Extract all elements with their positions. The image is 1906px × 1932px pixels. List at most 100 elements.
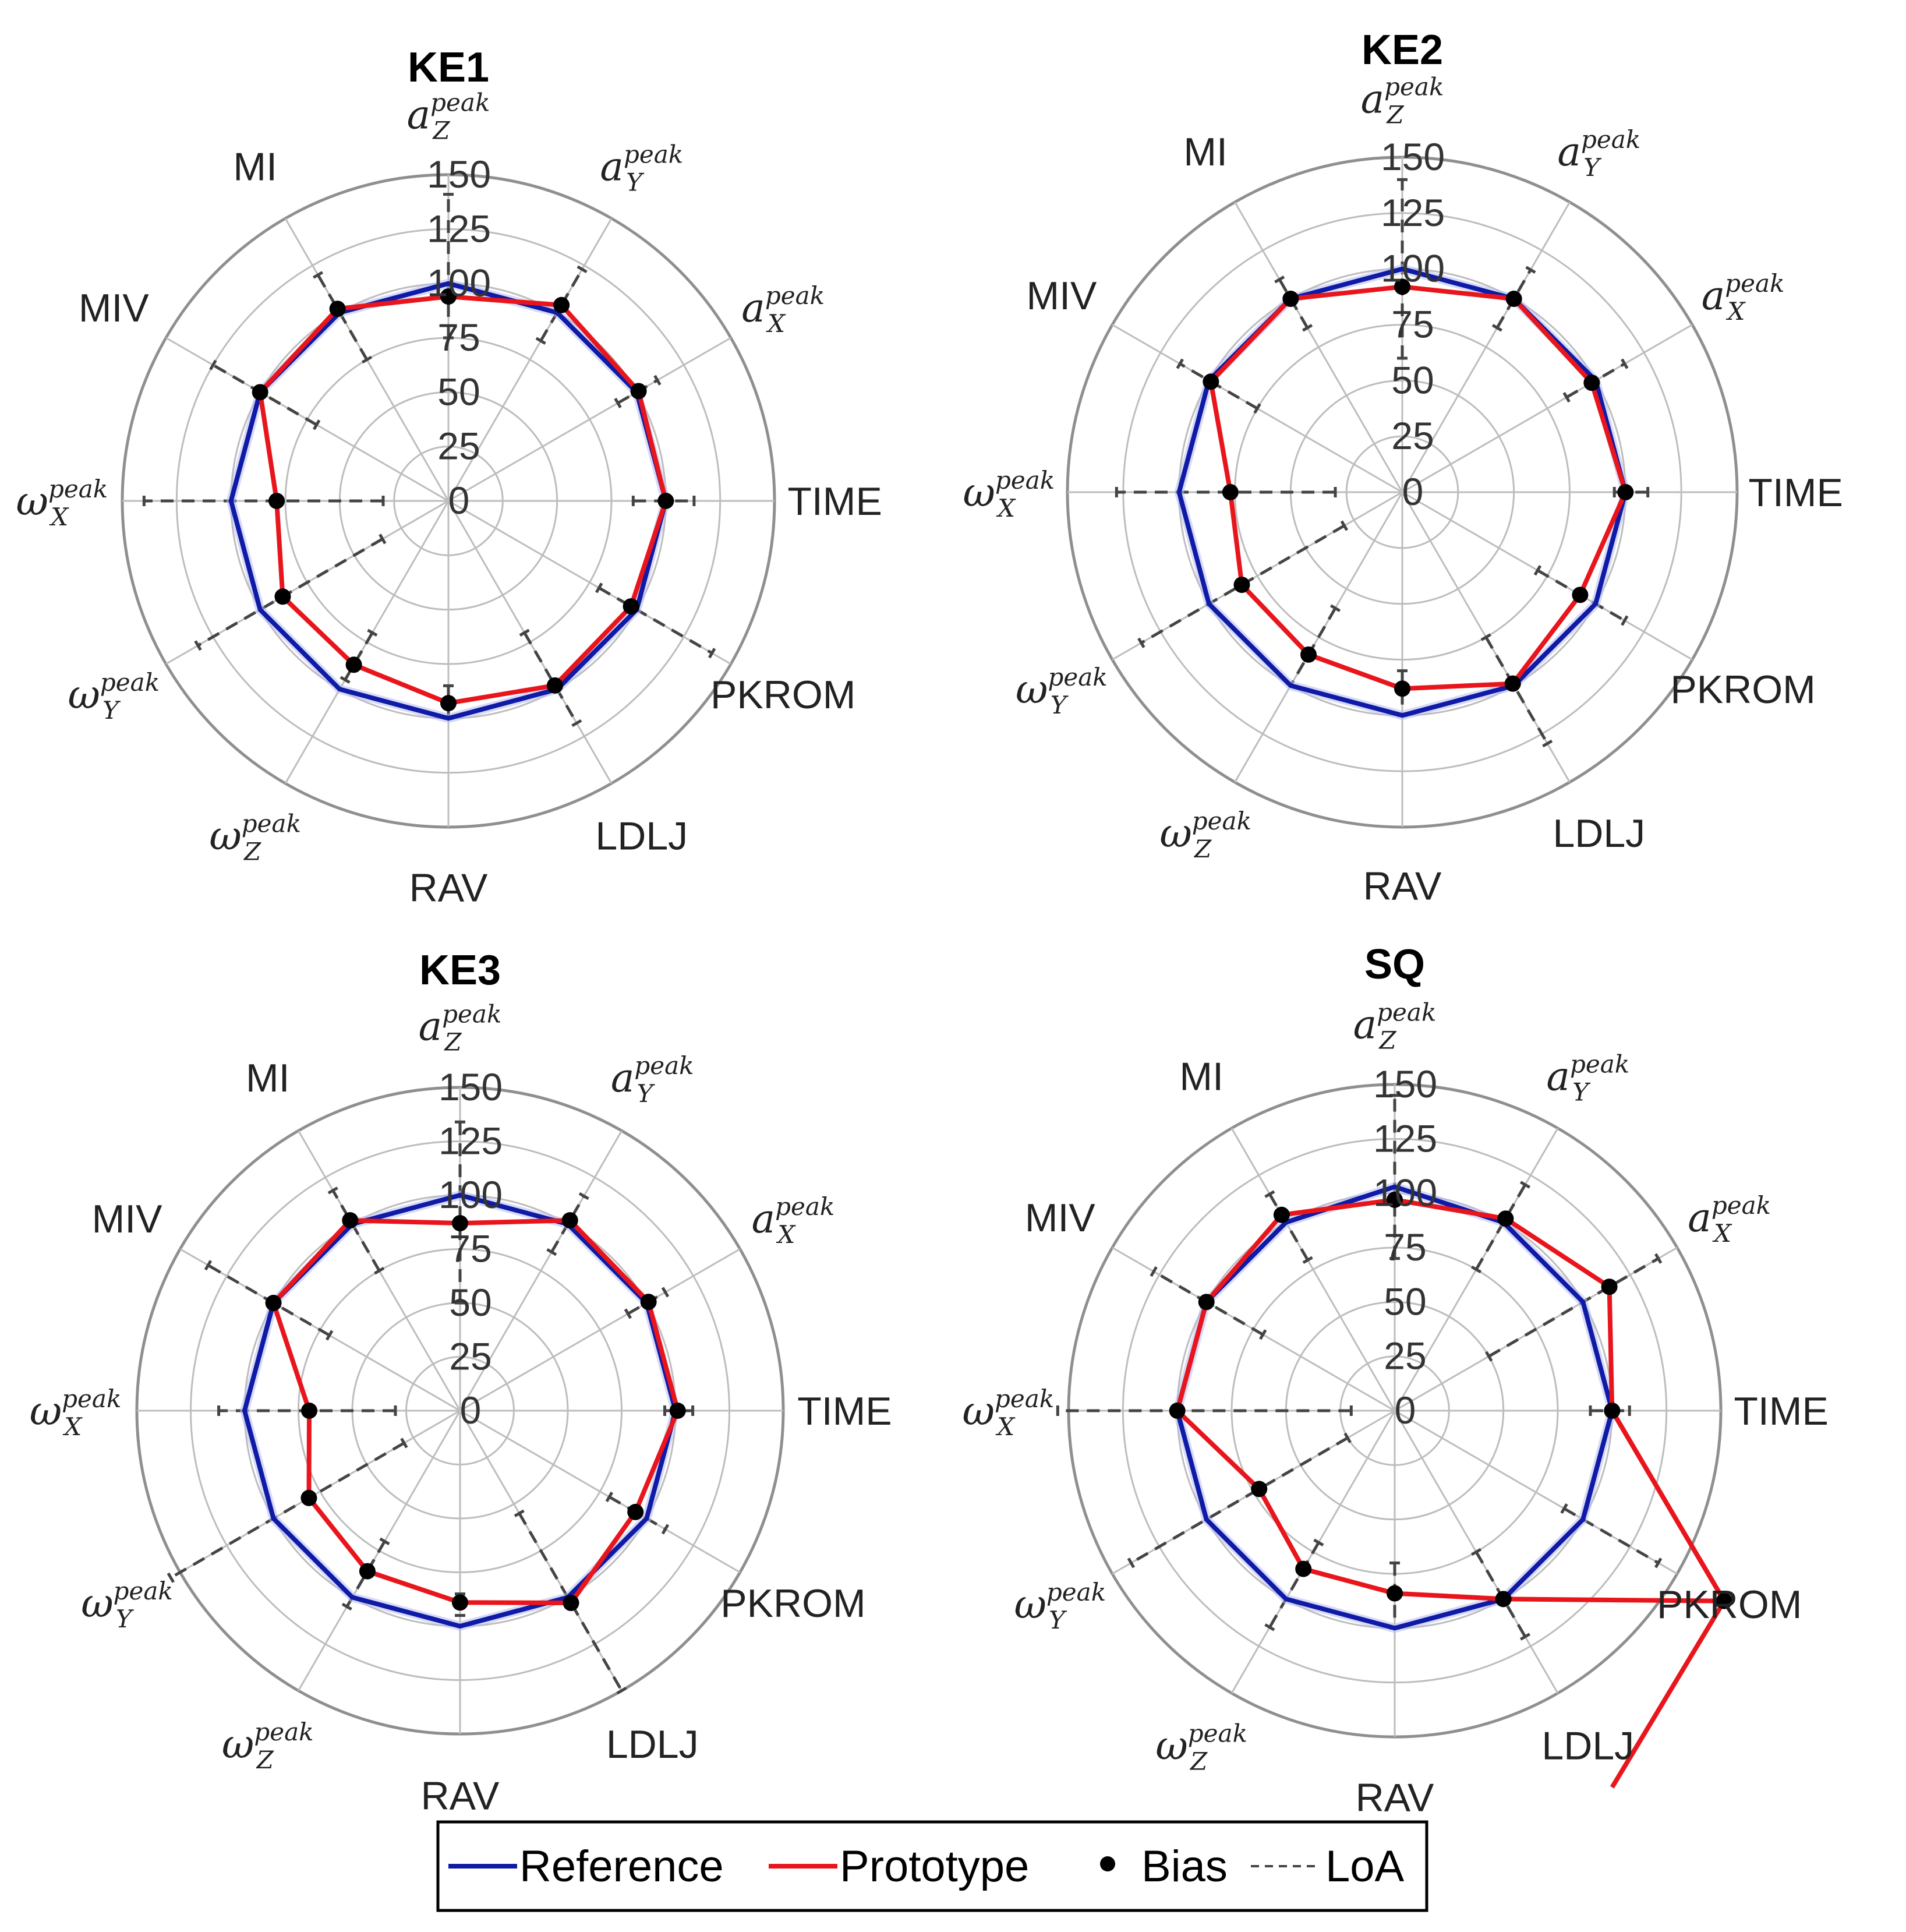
grid-spoke <box>448 500 731 665</box>
radar-panel-ke3: KE3 0 25 50 75 100 125 150 apeak Z apeak Y apeak X TIM… <box>30 947 892 1818</box>
r-tick-label: 75 <box>437 316 480 359</box>
axis-label-a-z-peak: apeak Z <box>1361 72 1444 129</box>
axis-label-omega-z-peak: ωpeak Z <box>222 1718 314 1774</box>
axis-label-omega-x-peak: ωpeak X <box>30 1384 122 1441</box>
legend-prototype-label: Prototype <box>840 1842 1029 1891</box>
loa-line <box>345 1541 386 1608</box>
axis-label-omega-z-peak: ωpeak Z <box>1155 1719 1247 1776</box>
r-tick-label: 50 <box>1384 1280 1426 1323</box>
grid-spoke <box>459 1248 741 1412</box>
r-tick-label: 0 <box>1402 470 1424 513</box>
r-tick-label: 150 <box>1381 135 1445 178</box>
loa-cap <box>1150 1266 1158 1277</box>
radar-panel-ke2: KE2 0 25 50 75 100 125 150 apeak Z apeak Y apeak X TIM… <box>963 27 1843 909</box>
axis-label-omega-x-peak: ωpeak X <box>963 1384 1055 1441</box>
bias-marker <box>452 1215 468 1232</box>
loa-cap <box>379 1537 390 1545</box>
loa-cap <box>1560 1503 1568 1514</box>
grid-spoke <box>1394 1410 1678 1575</box>
bias-marker <box>1169 1403 1186 1419</box>
r-tick-label: 125 <box>439 1119 503 1163</box>
loa-cap <box>1491 324 1502 332</box>
loa-line <box>1563 1507 1659 1564</box>
bias-marker <box>1295 1560 1312 1577</box>
loa-cap <box>1480 633 1491 641</box>
legend: Reference Prototype Bias LoA <box>436 1820 1428 1912</box>
loa-line <box>598 587 713 655</box>
loa-cap <box>312 271 324 279</box>
axis-label-omega-x-peak: ωpeak X <box>16 475 108 531</box>
r-tick-label: 50 <box>437 370 480 413</box>
loa-cap <box>1343 1432 1352 1443</box>
radar-panel-ke1: KE1 0 25 50 75 100 125 150 apeak Z apeak Y apeak X TIM… <box>16 44 882 910</box>
grid-spoke <box>1402 324 1693 493</box>
legend-box <box>436 1820 1428 1912</box>
grid-spoke <box>448 337 731 502</box>
bias-marker <box>1282 291 1299 308</box>
axis-label-a-z-peak: apeak Z <box>407 88 490 144</box>
bias-marker <box>561 1212 578 1229</box>
grid-spoke <box>1401 202 1571 493</box>
loa-line <box>331 1189 381 1271</box>
loa-cap <box>361 355 373 364</box>
axis-label-time: TIME <box>787 479 882 524</box>
loa-cap <box>519 628 530 637</box>
loa-cap <box>614 397 622 409</box>
grid-spoke <box>1230 1128 1396 1411</box>
r-tick-label: 75 <box>1391 303 1434 346</box>
loa-cap <box>341 1602 352 1611</box>
loa-cap <box>1313 1538 1324 1546</box>
axis-label-ldlj: LDLJ <box>1541 1724 1634 1768</box>
loa-cap <box>1253 403 1261 414</box>
loa-cap <box>204 1260 213 1271</box>
r-tick-label: 0 <box>460 1389 482 1432</box>
bias-marker <box>252 384 268 401</box>
bias-marker <box>1300 646 1317 663</box>
bias-marker <box>1387 1585 1403 1602</box>
loa-cap <box>1654 1253 1663 1264</box>
loa-line <box>1268 1193 1309 1261</box>
legend-loa-label: LoA <box>1325 1842 1405 1891</box>
axis-label-rav: RAV <box>1356 1776 1434 1820</box>
loa-cap <box>653 375 662 386</box>
axis-label-a-z-peak: apeak Z <box>1353 998 1437 1054</box>
bias-marker <box>1505 291 1522 308</box>
r-tick-label: 50 <box>449 1281 491 1324</box>
axis-label-mi: MI <box>246 1056 290 1100</box>
loa-line <box>170 1442 405 1579</box>
r-tick-label: 75 <box>449 1227 491 1270</box>
loa-cap <box>624 1308 632 1319</box>
axis-label-mi: MI <box>233 144 277 189</box>
loa-cap <box>1127 1557 1136 1569</box>
loa-cap <box>167 1572 175 1583</box>
axis-label-a-x-peak: apeak X <box>1702 269 1785 326</box>
bias-marker <box>657 493 674 509</box>
loa-cap <box>209 359 217 370</box>
r-tick-label: 50 <box>1391 358 1434 401</box>
loa-cap <box>1470 1548 1482 1556</box>
loa-line <box>197 538 384 647</box>
r-tick-label: 150 <box>439 1065 503 1108</box>
bias-marker <box>563 1595 579 1612</box>
bias-marker <box>640 1294 657 1311</box>
bias-marker <box>342 1212 359 1229</box>
loa-cap <box>1621 615 1629 626</box>
loa-cap <box>340 676 351 684</box>
axis-label-pkrom: PKROM <box>710 673 855 717</box>
bias-marker <box>1601 1278 1618 1295</box>
axis-label-mi: MI <box>1179 1054 1223 1099</box>
r-tick-label: 100 <box>1381 247 1445 290</box>
loa-cap <box>326 1330 334 1341</box>
axis-label-rav: RAV <box>409 866 488 910</box>
r-tick-label: 150 <box>1373 1062 1437 1105</box>
loa-cap <box>661 1287 670 1298</box>
bias-marker <box>329 301 346 317</box>
loa-cap <box>1264 1190 1275 1198</box>
bias-marker <box>1251 1481 1268 1497</box>
axis-label-ldlj: LDLJ <box>595 814 688 859</box>
r-tick-label: 125 <box>427 207 491 250</box>
loa-cap <box>1484 1351 1493 1362</box>
axis-label-omega-z-peak: ωpeak Z <box>1159 807 1251 863</box>
loa-cap <box>514 1509 525 1517</box>
